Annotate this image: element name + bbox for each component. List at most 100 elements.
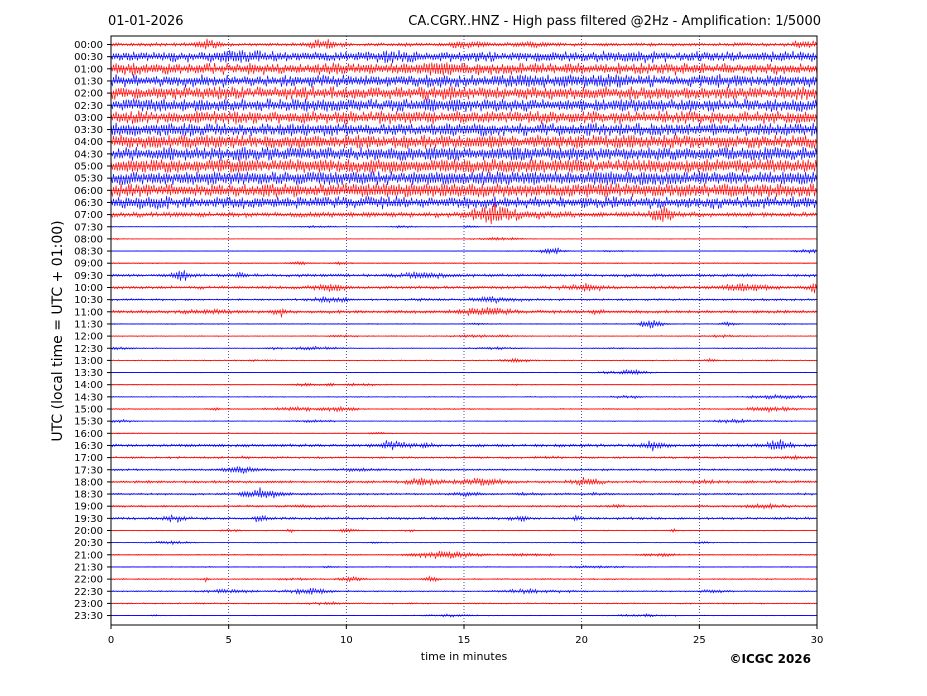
y-tick-label-38: 19:00: [74, 502, 103, 513]
y-tick-label-23: 11:30: [74, 319, 103, 330]
trace-0600: [110, 183, 818, 198]
trace-1530: [110, 418, 818, 424]
x-axis-label: time in minutes: [421, 650, 508, 663]
grid-lines: [228, 36, 700, 625]
trace-2130: [110, 565, 818, 569]
x-tick-label-3: 15: [458, 635, 471, 646]
traces: [110, 38, 818, 618]
y-tick-label-5: 02:30: [74, 101, 103, 112]
trace-2100: [110, 550, 818, 559]
trace-0300: [110, 110, 818, 125]
y-tick-label-46: 23:00: [74, 599, 103, 610]
trace-0330: [110, 122, 818, 137]
y-tick-label-21: 10:30: [74, 295, 103, 306]
trace-1700: [110, 454, 818, 461]
trace-0900: [110, 260, 818, 266]
x-ticks: 0 5 10 15 20 25 30: [108, 625, 824, 646]
y-tick-label-17: 08:30: [74, 247, 103, 258]
y-tick-label-1: 00:30: [74, 52, 103, 63]
y-tick-label-26: 13:00: [74, 356, 103, 367]
trace-2300: [110, 601, 818, 606]
y-tick-label-4: 02:00: [74, 89, 103, 100]
y-tick-label-40: 20:00: [74, 526, 103, 537]
y-tick-label-11: 05:30: [74, 174, 103, 185]
y-tick-label-8: 04:00: [74, 137, 103, 148]
trace-0700: [110, 202, 818, 225]
trace-1630: [110, 439, 818, 452]
y-tick-label-27: 13:30: [74, 368, 103, 379]
trace-1730: [110, 465, 818, 474]
trace-1130: [110, 320, 818, 329]
x-tick-label-5: 25: [693, 635, 706, 646]
trace-1900: [110, 502, 818, 510]
trace-0430: [110, 146, 818, 161]
y-tick-label-0: 00:00: [74, 40, 103, 51]
copyright-notice: ©ICGC 2026: [729, 652, 811, 666]
trace-0800: [110, 236, 818, 241]
trace-1300: [110, 357, 818, 364]
trace-1930: [110, 514, 818, 523]
y-tick-label-19: 09:30: [74, 271, 103, 282]
y-tick-label-36: 18:00: [74, 477, 103, 488]
trace-0400: [110, 134, 818, 149]
y-tick-label-14: 07:00: [74, 210, 103, 221]
y-tick-label-16: 08:00: [74, 234, 103, 245]
trace-1000: [110, 283, 818, 294]
trace-2200: [110, 575, 818, 583]
y-axis-label: UTC (local time = UTC + 01:00): [50, 220, 66, 441]
y-tick-label-28: 14:00: [74, 380, 103, 391]
trace-0930: [110, 270, 818, 281]
trace-0500: [110, 159, 818, 174]
y-tick-label-22: 11:00: [74, 307, 103, 318]
y-tick-label-25: 12:30: [74, 344, 103, 355]
trace-1200: [110, 333, 818, 339]
trace-1030: [110, 296, 818, 305]
y-tick-label-24: 12:00: [74, 332, 103, 343]
trace-1100: [110, 307, 818, 318]
trace-0230: [110, 98, 818, 113]
y-tick-label-18: 09:00: [74, 259, 103, 270]
y-tick-label-15: 07:30: [74, 222, 103, 233]
y-tick-label-12: 06:00: [74, 186, 103, 197]
y-tick-label-10: 05:00: [74, 162, 103, 173]
x-tick-label-2: 10: [340, 635, 353, 646]
trace-1430: [110, 393, 818, 400]
y-tick-label-3: 01:30: [74, 76, 103, 87]
chart-date: 01-01-2026: [108, 14, 184, 29]
x-tick-label-0: 0: [108, 635, 114, 646]
trace-1230: [110, 345, 818, 351]
trace-1600: [110, 431, 818, 435]
trace-1830: [110, 487, 818, 499]
trace-0000: [110, 38, 818, 50]
trace-2330: [110, 612, 818, 618]
y-tick-label-44: 22:00: [74, 575, 103, 586]
y-tick-label-7: 03:30: [74, 125, 103, 136]
y-tick-label-32: 16:00: [74, 429, 103, 440]
y-tick-label-2: 01:00: [74, 64, 103, 75]
trace-2000: [110, 527, 818, 534]
trace-0200: [110, 86, 818, 101]
trace-2030: [110, 540, 818, 546]
x-tick-label-6: 30: [811, 635, 824, 646]
trace-0730: [110, 224, 818, 229]
trace-1800: [110, 476, 818, 486]
trace-0030: [110, 50, 818, 64]
trace-0530: [110, 171, 818, 186]
y-tick-label-31: 15:30: [74, 417, 103, 428]
trace-0630: [110, 195, 818, 210]
trace-1500: [110, 405, 818, 414]
y-tick-label-41: 20:30: [74, 538, 103, 549]
y-tick-label-6: 03:00: [74, 113, 103, 124]
y-tick-label-42: 21:00: [74, 550, 103, 561]
x-tick-label-4: 20: [575, 635, 588, 646]
chart-title: CA.CGRY..HNZ - High pass filtered @2Hz -…: [408, 14, 821, 29]
y-tick-label-29: 14:30: [74, 392, 103, 403]
y-tick-label-20: 10:00: [74, 283, 103, 294]
y-tick-label-30: 15:00: [74, 405, 103, 416]
y-tick-label-33: 16:30: [74, 441, 103, 452]
trace-0830: [110, 247, 818, 255]
trace-1400: [110, 382, 818, 387]
y-tick-label-47: 23:30: [74, 611, 103, 622]
